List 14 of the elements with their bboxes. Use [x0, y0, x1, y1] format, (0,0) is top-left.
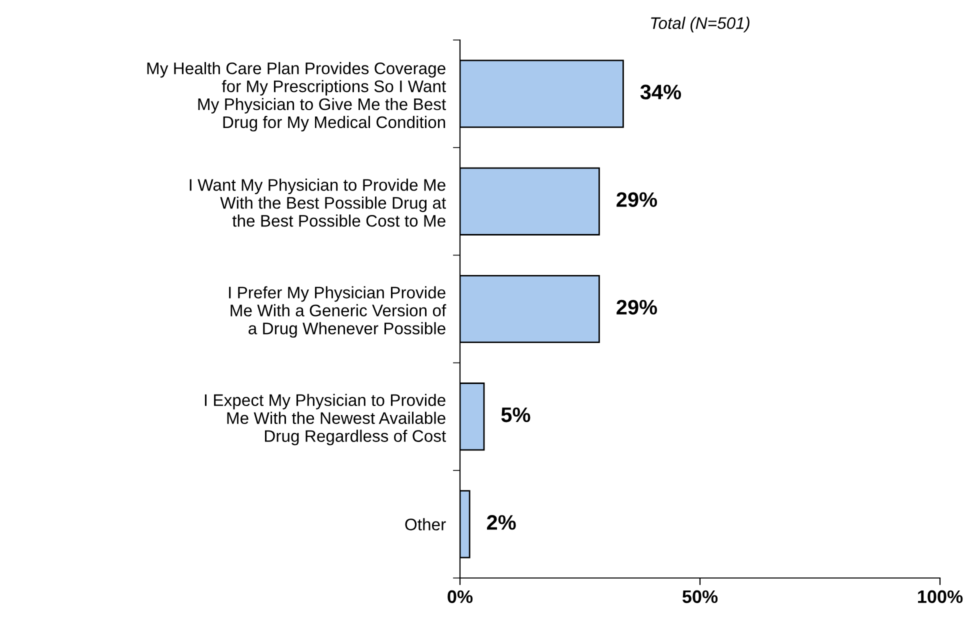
x-tick-label: 50% — [682, 590, 718, 604]
y-tick-label: I Expect My Physician to Provide Me With the Newest Available Drug Regardless of Cost — [204, 394, 446, 446]
chart-title: Total (N=501) — [651, 16, 750, 32]
x-tick-label: 100% — [918, 590, 963, 604]
data-label: 2% — [486, 515, 516, 530]
y-tick-label: I Prefer My Physician Provide Me With a Generic Version of a Drug Whenever Possible — [229, 286, 446, 338]
data-label: 34% — [640, 84, 682, 100]
data-label: 5% — [501, 407, 530, 422]
y-tick-label: Other — [405, 518, 446, 530]
y-tick-label: My Health Care Plan Provides Coverage for My Prescriptions So I Want My Physician to Give Me the Best Drug for My Medical Condition — [147, 62, 446, 132]
y-tick-label: I Want My Physician to Provide Me With the Best Possible Drug at the Best Possible Cost to Me — [190, 178, 446, 227]
data-label: 29% — [616, 300, 658, 315]
x-tick-label: 0% — [448, 590, 473, 604]
data-label: 29% — [616, 192, 658, 207]
